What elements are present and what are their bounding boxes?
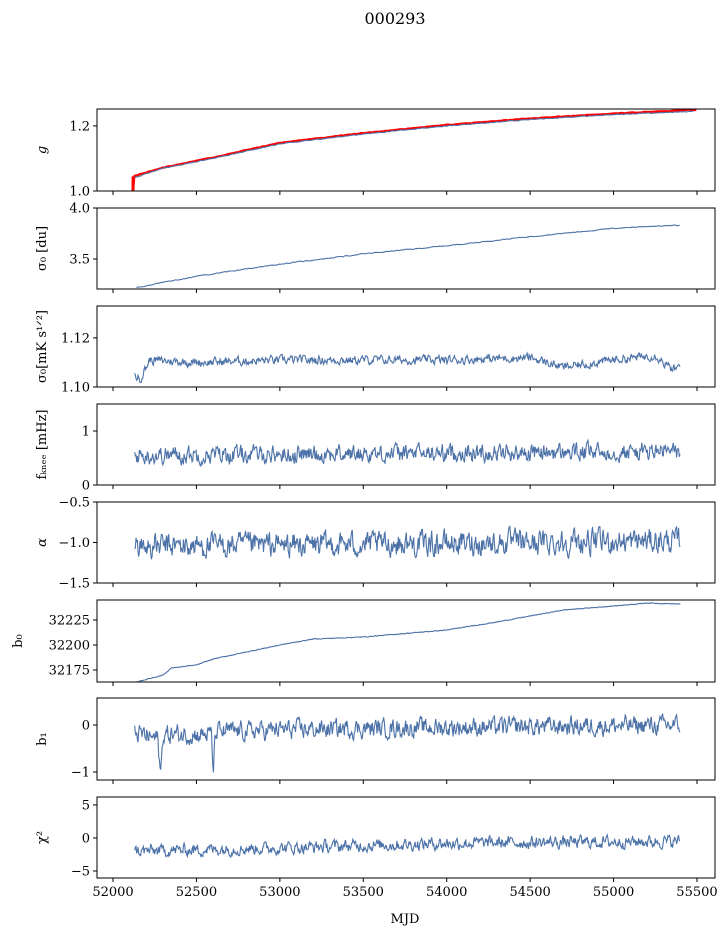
axes-frame: [96, 305, 716, 388]
series-line-panel-8: [134, 833, 681, 859]
panel-5: −1.5 −1.0 −0.5 α: [35, 496, 716, 592]
x-tick-label: 52500: [176, 885, 217, 900]
panel-2: 3.5 4.0 σ₀ [du]: [35, 202, 716, 293]
y-axis-label: fₖₙₑₑ [mHz]: [35, 409, 50, 479]
y-tick-label: 1.0: [69, 185, 90, 200]
y-axis-label: b₀: [11, 634, 26, 648]
panel-1: 1.0 1.2 g: [35, 108, 716, 200]
y-axis-label: α: [35, 538, 50, 547]
x-tick-label: 54000: [426, 885, 467, 900]
axes-frame: [96, 207, 716, 290]
y-tick-label: −1.0: [58, 536, 90, 551]
x-tick-label: 53000: [259, 885, 300, 900]
panel-7: −1 0 b₁: [35, 697, 716, 784]
y-tick-label: 1.2: [69, 119, 90, 134]
series-line-panel-4: [134, 438, 681, 467]
y-tick-label: 1.10: [61, 381, 90, 396]
axes-frame: [96, 108, 716, 192]
series-line-panel-7: [134, 713, 681, 773]
y-tick-label: 32200: [49, 639, 90, 654]
y-tick-label: 32175: [49, 664, 90, 679]
series-line-panel-2: [136, 224, 680, 288]
x-tick-label: 53500: [343, 885, 384, 900]
series-line-panel-1: [132, 110, 694, 179]
x-tick-label: 55500: [676, 885, 717, 900]
y-tick-label: 3.5: [69, 253, 90, 268]
axes-frame: [96, 403, 716, 486]
x-tick-label: 54500: [509, 885, 550, 900]
y-tick-label: −0.5: [58, 496, 90, 511]
y-tick-label: 1: [82, 425, 90, 440]
reference-line: [131, 109, 697, 191]
panel-3: 1.10 1.12 σ₀[mK s¹ᐟ²]: [35, 305, 716, 396]
x-tick-label: 52000: [92, 885, 133, 900]
y-tick-label: 4.0: [69, 202, 90, 217]
axes-frame: [96, 599, 716, 683]
y-tick-label: 0: [82, 479, 90, 494]
y-axis-label: χ²: [35, 831, 50, 844]
series-line-panel-3: [134, 351, 681, 384]
y-axis-label: b₁: [35, 732, 50, 746]
y-tick-label: 0: [82, 718, 90, 733]
y-axis-label: σ₀ [du]: [35, 226, 50, 271]
panel-8: 52000 52500 53000 53500 54000 54500 55000 55500…: [35, 796, 718, 900]
series-line-panel-6: [136, 602, 681, 682]
y-tick-label: −1.5: [58, 577, 90, 592]
y-tick-label: 32225: [49, 614, 90, 629]
chart-title: 000293: [364, 9, 425, 28]
x-tick-label: 55000: [593, 885, 634, 900]
series-line-panel-5: [134, 525, 681, 560]
y-axis-label: σ₀[mK s¹ᐟ²]: [35, 310, 50, 383]
panel-6: 32175 32200 32225 b₀: [11, 599, 716, 686]
panels: 1.0 1.2 g 3.5 4.0 σ₀ [du] 1.10 1.12 σ₀[mK s¹ᐟ²] 0…: [11, 108, 718, 900]
y-tick-label: 1.12: [61, 331, 90, 346]
axes-frame: [96, 697, 716, 781]
y-axis-label: g: [35, 146, 50, 154]
x-axis-label: MJD: [391, 912, 420, 927]
panel-4: 0 1 fₖₙₑₑ [mHz]: [35, 403, 716, 494]
axes-frame: [96, 796, 716, 879]
y-tick-label: −1: [71, 766, 90, 781]
y-tick-label: 0: [82, 831, 90, 846]
y-tick-label: −5: [71, 864, 90, 879]
y-tick-label: 5: [82, 798, 90, 813]
